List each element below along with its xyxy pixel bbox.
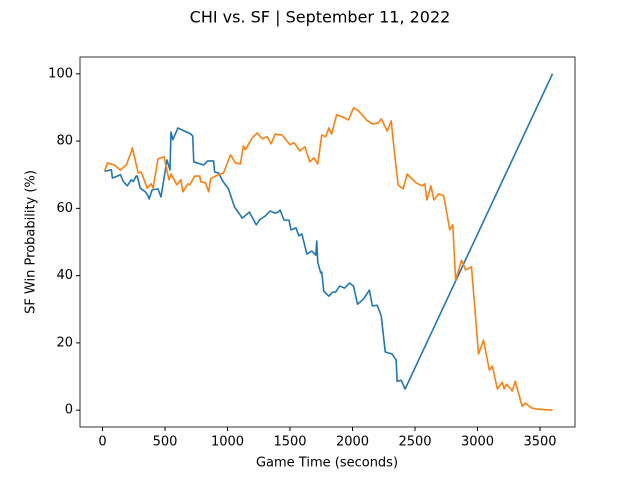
y-tick-label: 80 bbox=[56, 134, 73, 149]
x-tick-label: 500 bbox=[153, 435, 178, 450]
x-tick-label: 1000 bbox=[211, 435, 244, 450]
y-tick-label: 100 bbox=[48, 66, 73, 81]
y-tick-label: 60 bbox=[56, 201, 73, 216]
x-tick-label: 2000 bbox=[336, 435, 369, 450]
chart-title: CHI vs. SF | September 11, 2022 bbox=[190, 8, 451, 27]
y-tick-label: 0 bbox=[65, 403, 73, 418]
x-tick-label: 3500 bbox=[523, 435, 556, 450]
x-axis-label: Game Time (seconds) bbox=[256, 456, 398, 471]
x-tick-label: 0 bbox=[98, 435, 106, 450]
y-axis-label: SF Win Probability (%) bbox=[24, 170, 39, 314]
y-tick-label: 20 bbox=[56, 335, 73, 350]
x-tick-label: 1500 bbox=[273, 435, 306, 450]
y-tick-label: 40 bbox=[56, 268, 73, 283]
data-line bbox=[103, 106, 553, 411]
x-tick-label: 2500 bbox=[398, 435, 431, 450]
data-line bbox=[104, 73, 554, 390]
plot-frame bbox=[79, 56, 576, 428]
x-tick-label: 3000 bbox=[461, 435, 494, 450]
